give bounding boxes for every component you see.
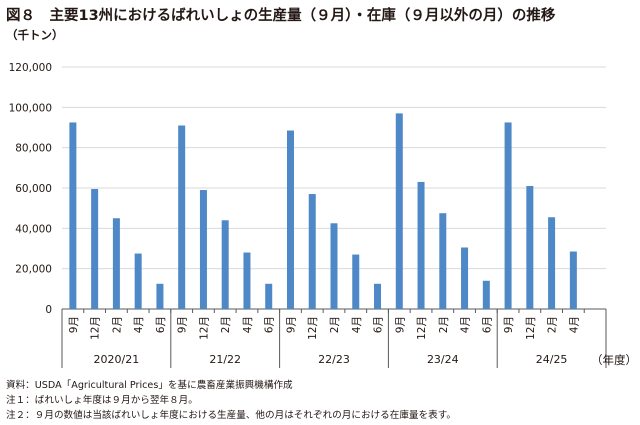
x-month-label: 9月 <box>394 316 406 333</box>
x-month-label: 12月 <box>198 316 210 340</box>
x-month-label: 12月 <box>416 316 428 340</box>
bar <box>243 252 251 309</box>
note-1: 注１：ばれいしょ年度は９月から翌年８月。 <box>6 395 198 406</box>
bar <box>439 213 447 309</box>
note-source: 資料：USDA「Agricultural Prices」を基に農畜産業振興機構作… <box>6 380 293 391</box>
bar <box>286 130 294 309</box>
bar <box>526 185 534 309</box>
bar <box>308 194 316 309</box>
y-tick-label: 20,000 <box>15 264 52 276</box>
x-month-label: 2月 <box>220 316 232 333</box>
x-month-label: 12月 <box>525 316 537 340</box>
x-month-label: 12月 <box>90 316 102 340</box>
bar <box>352 254 360 309</box>
x-month-label: 4月 <box>460 316 472 333</box>
x-month-label: 4月 <box>351 316 363 333</box>
bar <box>199 190 207 309</box>
x-month-label: 6月 <box>155 316 167 333</box>
x-month-label: 6月 <box>264 316 276 333</box>
x-month-label: 6月 <box>373 316 385 333</box>
x-month-label: 12月 <box>307 316 319 340</box>
chart-title: 図８ 主要13州におけるばれいしょの生産量（９月）・在庫（９月以外の月）の推移 <box>6 8 556 24</box>
x-group-label: 2020/21 <box>94 353 140 366</box>
bar <box>178 125 186 309</box>
x-group-label: 22/23 <box>318 353 350 366</box>
x-group-label: 21/22 <box>209 353 241 366</box>
bar <box>461 247 469 309</box>
bar <box>569 251 577 309</box>
y-tick-label: 100,000 <box>9 102 52 114</box>
y-axis-unit: （千トン） <box>6 28 64 42</box>
bar <box>112 218 120 309</box>
x-month-label: 6月 <box>481 316 493 333</box>
bar <box>134 253 142 309</box>
x-group-label: 24/25 <box>536 353 568 366</box>
x-month-label: 9月 <box>285 316 297 333</box>
bar <box>417 181 425 309</box>
bar <box>265 283 273 309</box>
bar <box>91 189 99 309</box>
x-month-label: 2月 <box>111 316 123 333</box>
x-month-label: 4月 <box>242 316 254 333</box>
bar <box>69 122 77 309</box>
x-month-label: 4月 <box>568 316 580 333</box>
x-month-label: 9月 <box>177 316 189 333</box>
bar <box>482 280 490 309</box>
y-tick-label: 0 <box>45 304 52 316</box>
bar <box>395 113 403 309</box>
x-month-label: 9月 <box>503 316 515 333</box>
y-tick-label: 40,000 <box>15 223 52 235</box>
bar <box>330 223 338 309</box>
x-axis-unit: （年度） <box>591 353 637 367</box>
bar <box>548 217 556 309</box>
y-tick-label: 80,000 <box>15 143 52 155</box>
bar <box>374 283 382 309</box>
x-month-label: 2月 <box>438 316 450 333</box>
bar <box>221 220 229 309</box>
x-month-label: 2月 <box>329 316 341 333</box>
chart-notes: 資料：USDA「Agricultural Prices」を基に農畜産業振興機構作… <box>6 378 456 423</box>
y-tick-label: 120,000 <box>9 62 52 74</box>
x-month-label: 2月 <box>547 316 559 333</box>
note-2: 注２：９月の数値は当該ばれいしょ年度における生産量、他の月はそれぞれの月における… <box>6 410 456 421</box>
x-group-label: 23/24 <box>427 353 459 366</box>
bar <box>156 283 164 309</box>
bar <box>504 122 512 309</box>
y-tick-label: 60,000 <box>15 183 52 195</box>
x-month-label: 9月 <box>68 316 80 333</box>
x-month-label: 4月 <box>133 316 145 333</box>
